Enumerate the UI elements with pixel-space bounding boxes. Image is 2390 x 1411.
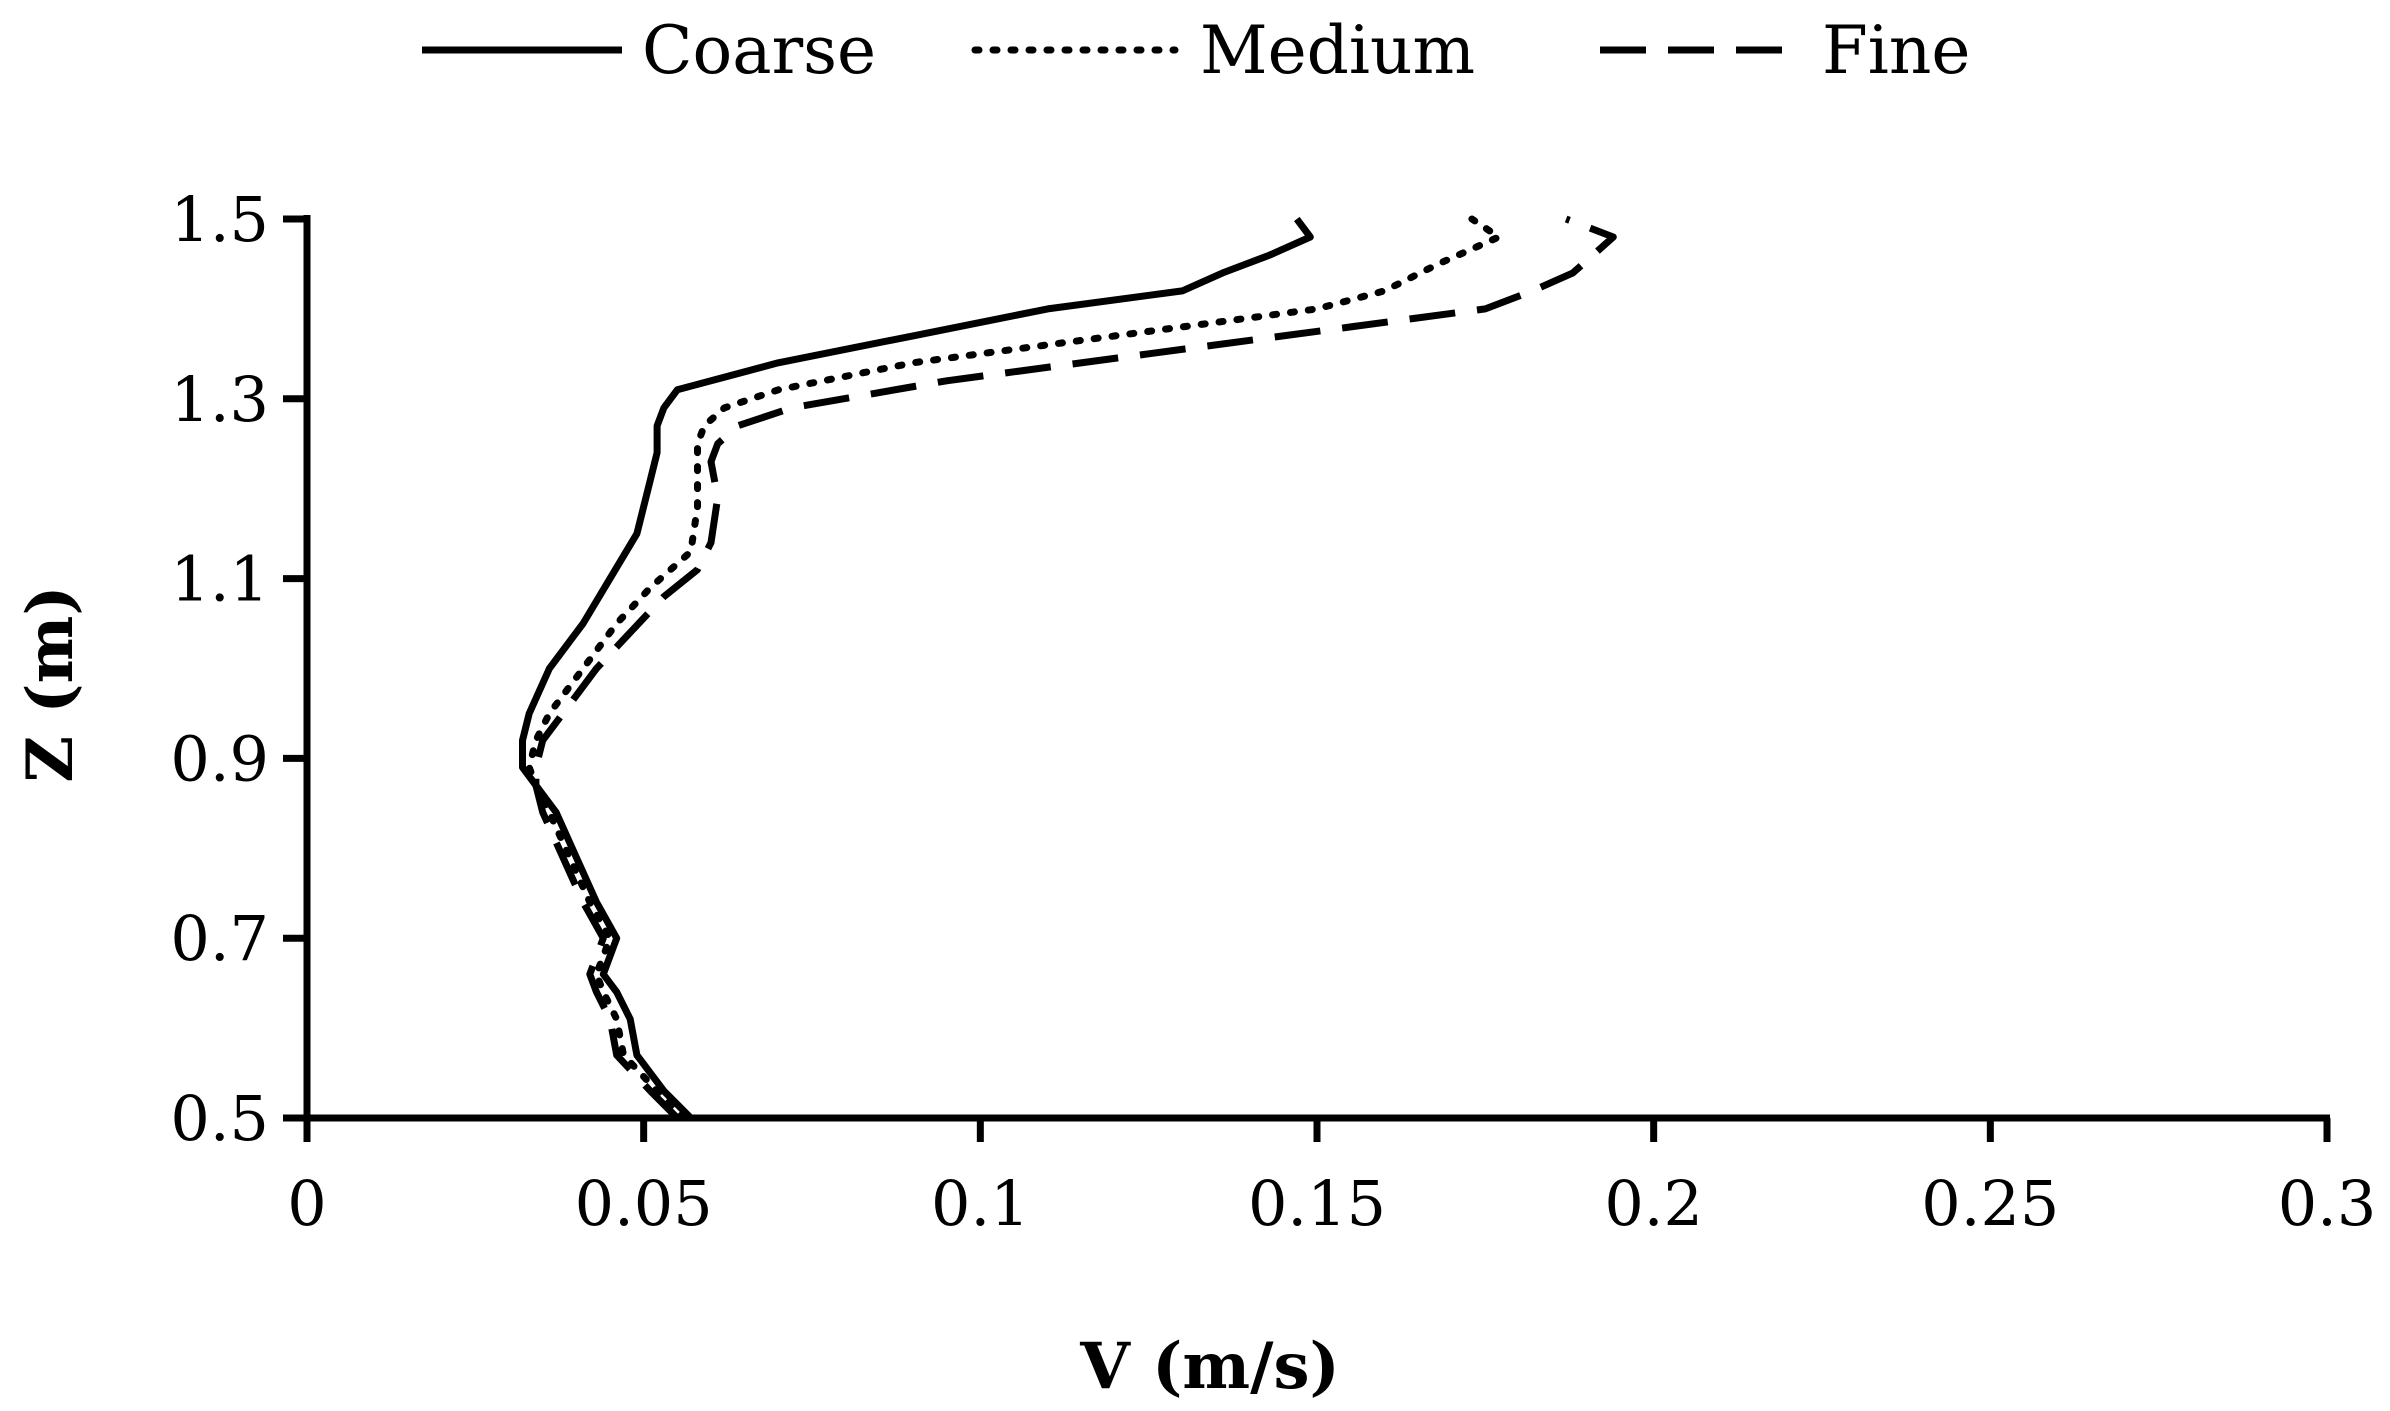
series-line-medium [525,215,1503,1122]
x-tick-label: 0.05 [575,1167,713,1240]
y-tick-label: 0.9 [170,722,269,795]
series-line-fine [532,215,1617,1121]
y-tick-label: 0.7 [170,902,269,975]
series-line-coarse [519,216,1314,1121]
x-tick-label: 0 [287,1167,326,1240]
x-axis-title: V (m/s) [1079,1329,1340,1404]
y-axis-title: Z (m) [13,585,88,782]
x-tick-label: 0.3 [2278,1167,2377,1240]
legend-label-medium: Medium [1200,12,1475,89]
x-tick-label: 0.15 [1248,1167,1386,1240]
y-tick-label: 1.1 [170,543,269,616]
axes: 0 0.05 0.1 0.15 0.2 0.25 0.3 0.5 0.7 0.9 1.1 1.3 1.5 [170,183,2376,1240]
series-group [519,215,1617,1122]
x-tick-label: 0.1 [931,1167,1030,1240]
y-tick-label: 1.5 [170,183,269,256]
legend: Coarse Medium Fine [422,12,1970,89]
legend-label-coarse: Coarse [642,12,876,89]
x-tick-label: 0.2 [1604,1167,1703,1240]
legend-label-fine: Fine [1822,12,1970,89]
y-tick-label: 1.3 [170,363,269,436]
x-tick-label: 0.25 [1921,1167,2059,1240]
y-tick-label: 0.5 [170,1082,269,1155]
